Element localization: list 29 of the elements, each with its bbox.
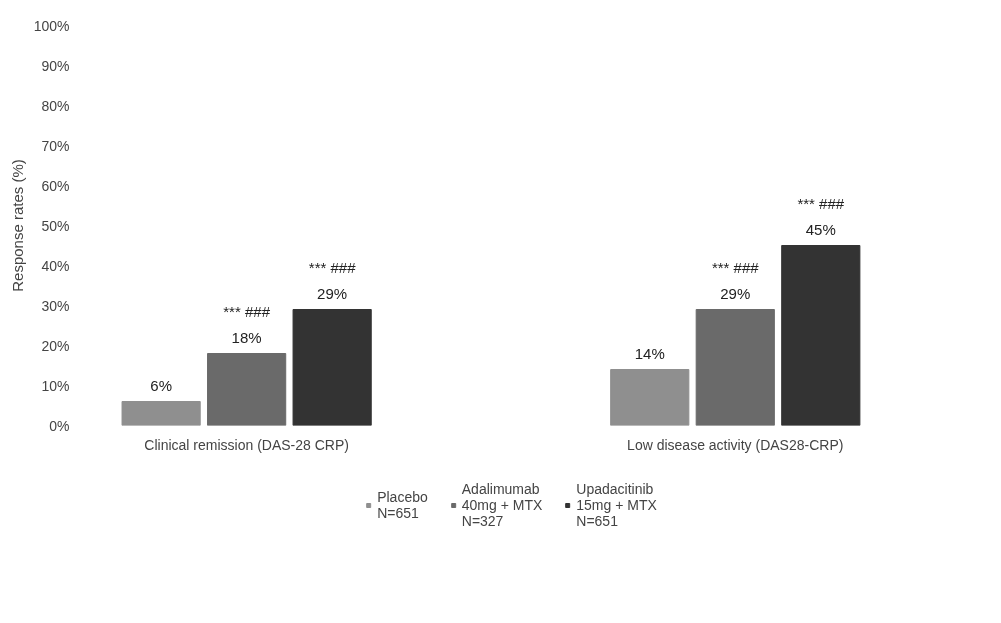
- bar: [121, 401, 201, 426]
- y-tick-label: 20%: [41, 337, 70, 354]
- x-tick-label: Clinical remission (DAS-28 CRP): [144, 436, 349, 453]
- y-tick-label: 10%: [41, 377, 70, 394]
- data-label: *** ### 18%: [223, 303, 271, 346]
- bar: [610, 369, 690, 426]
- y-tick-label: 40%: [41, 257, 70, 274]
- data-label: 6%: [150, 376, 172, 394]
- y-axis-title: Response rates (%): [8, 159, 26, 292]
- x-tick-label: Low disease activity (DAS28-CRP): [627, 436, 844, 453]
- data-label: *** ### 29%: [308, 259, 357, 302]
- y-tick-label: 80%: [41, 97, 70, 114]
- y-tick-label: 60%: [41, 177, 70, 194]
- legend-label: Placebo N=651: [377, 489, 428, 521]
- y-tick-label: 90%: [41, 57, 70, 74]
- bar: [695, 309, 775, 426]
- data-label: *** ### 45%: [797, 195, 845, 238]
- y-tick-label: 70%: [41, 137, 70, 154]
- bar: [781, 245, 861, 426]
- bar: [207, 353, 287, 426]
- bar: [292, 309, 372, 426]
- legend-label: Upadacitinib 15mg + MTX N=651: [576, 481, 657, 529]
- data-label: 14%: [634, 344, 665, 362]
- y-tick-label: 0%: [49, 417, 70, 434]
- legend-label: Adalimumab 40mg + MTX N=327: [461, 481, 543, 529]
- y-tick-label: 30%: [41, 297, 70, 314]
- data-label: *** ### 29%: [711, 259, 760, 302]
- y-tick-label: 50%: [41, 217, 70, 234]
- y-tick-label: 100%: [33, 17, 70, 34]
